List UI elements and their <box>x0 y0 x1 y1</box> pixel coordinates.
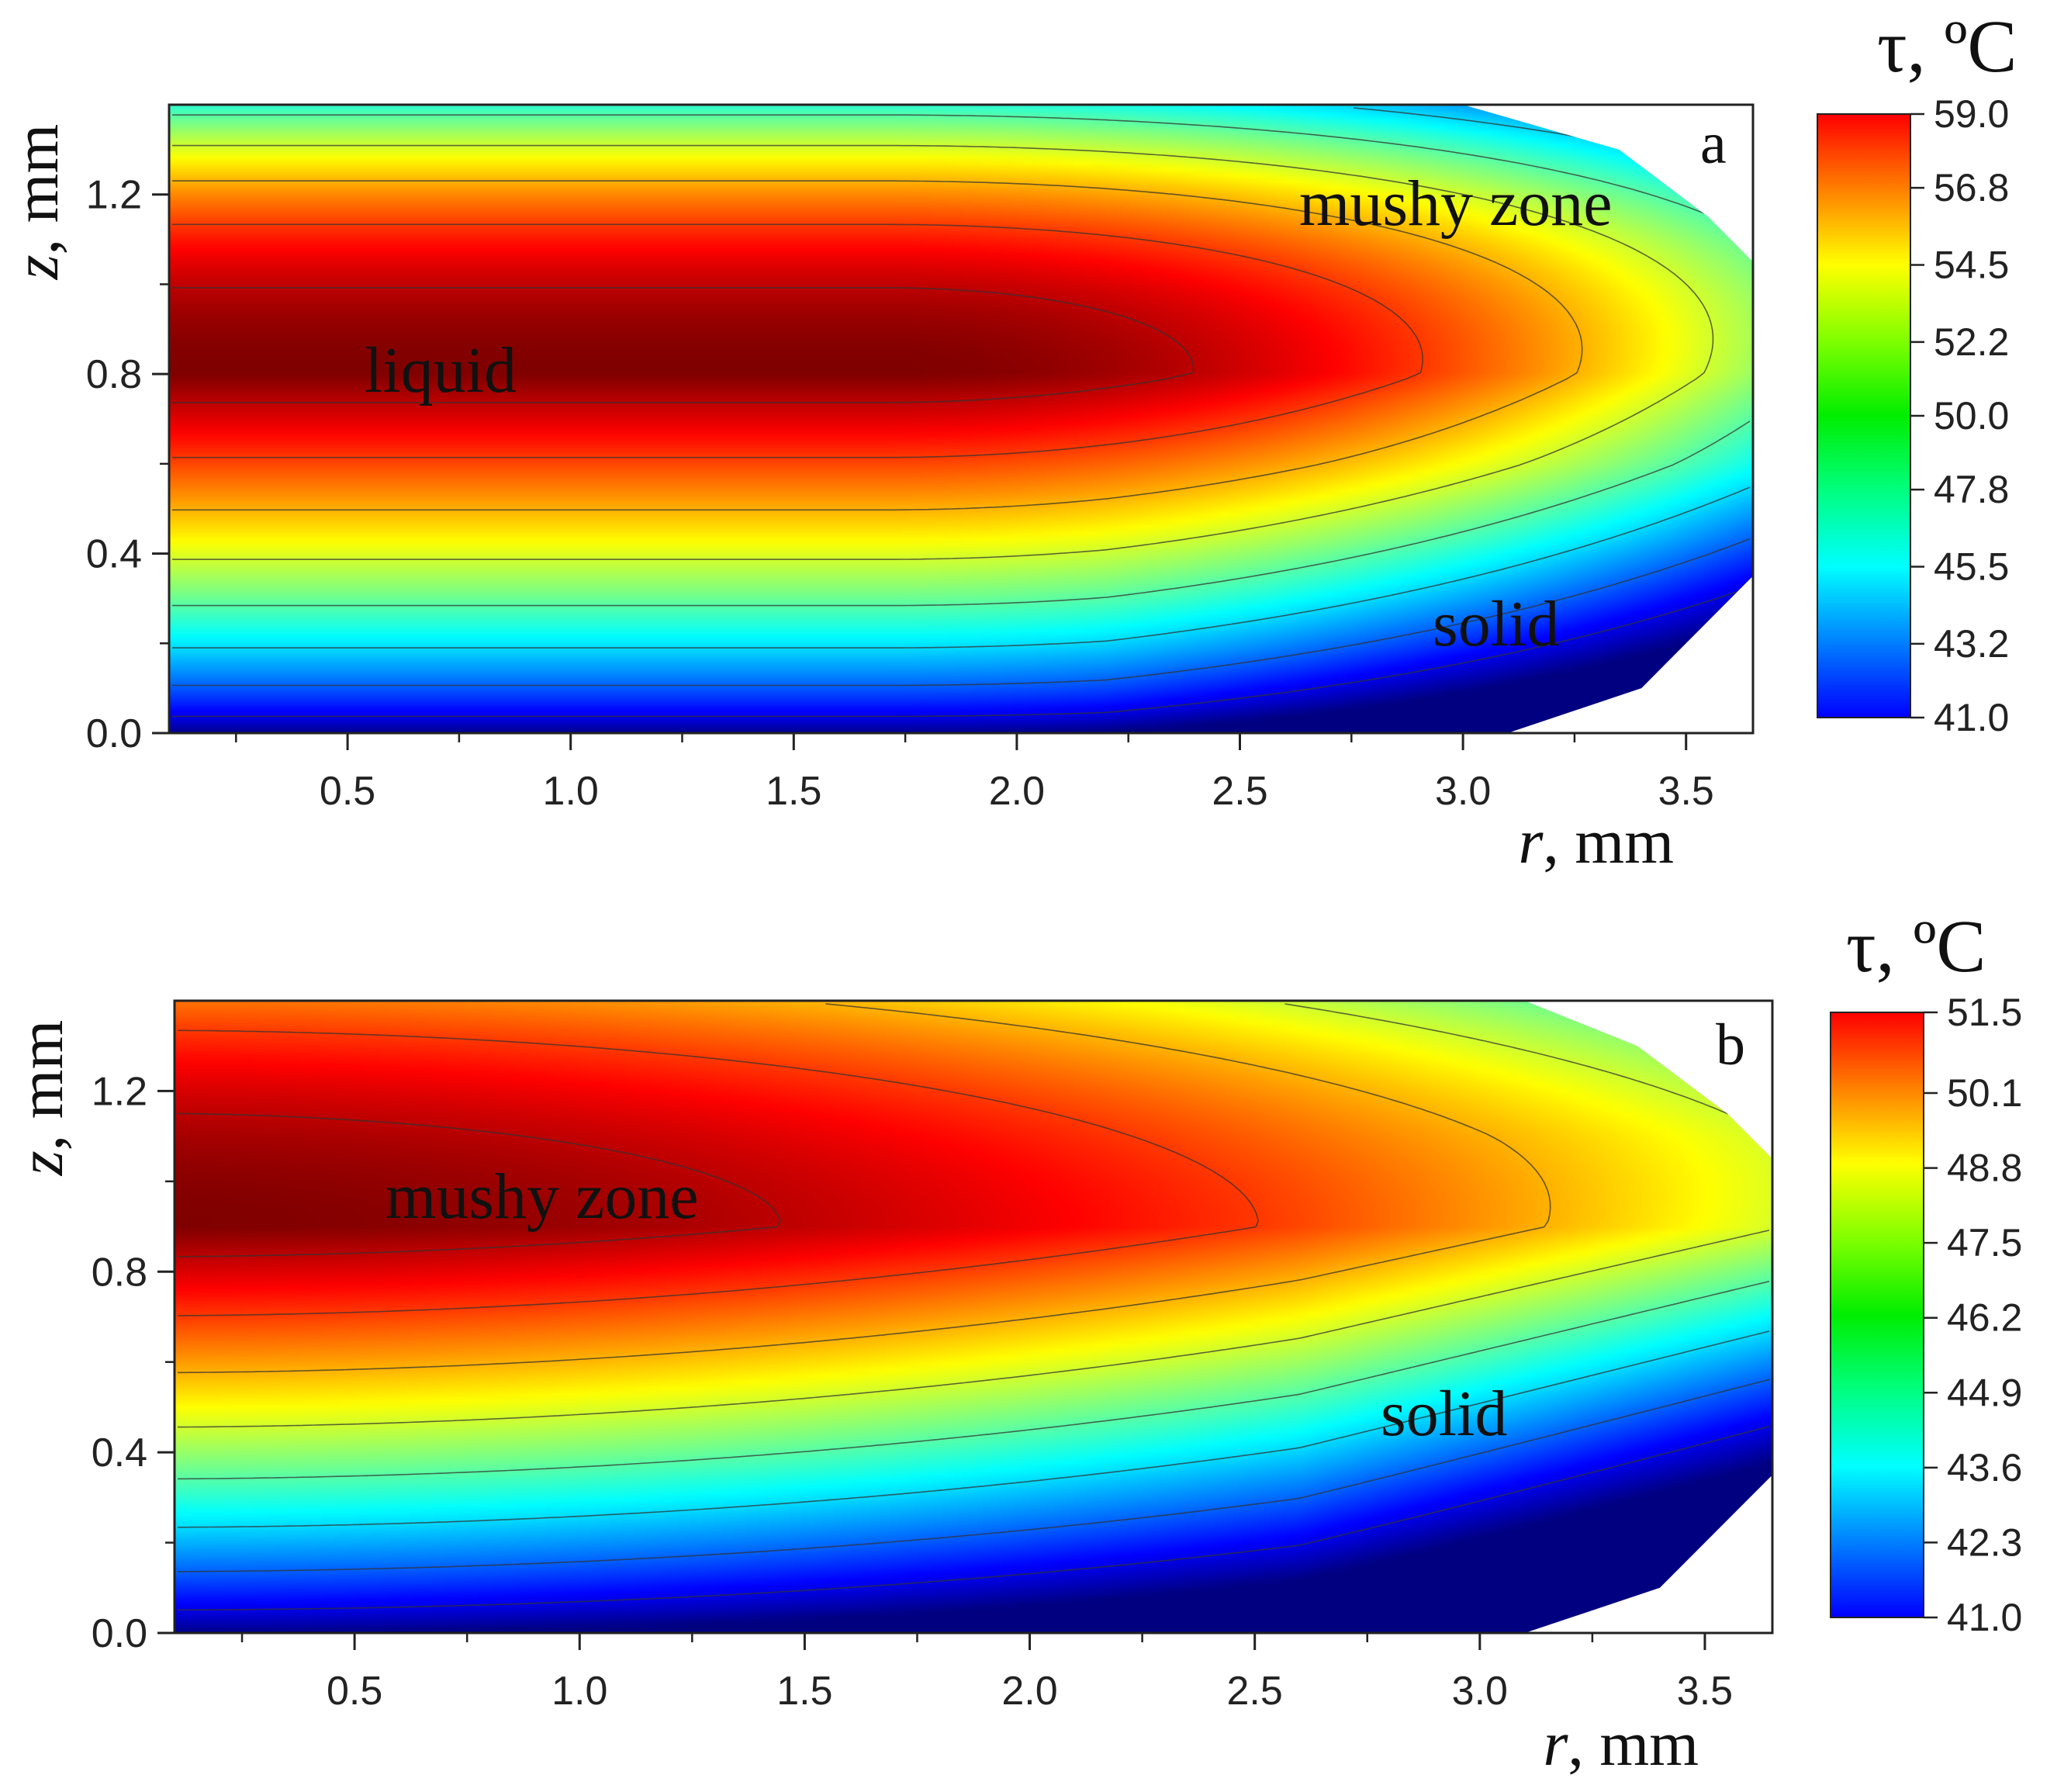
panel-a-annotation-mushy-zone: mushy zone <box>1299 168 1613 240</box>
panel-b-contour-lines <box>177 1003 1770 1611</box>
panel-b-annotation-solid: solid <box>1381 1378 1507 1450</box>
panel-a-colorbar-gradient <box>1817 113 1911 718</box>
x-tick-label: 1.0 <box>543 769 599 814</box>
x-tick-label: 1.5 <box>766 769 821 814</box>
contour-line <box>172 144 1714 560</box>
panel-b: 0.5 1.0 1.5 2.0 2.5 3.0 3.5 0.0 0.4 0.8 1.2 b mush… <box>5 905 2022 1779</box>
panel-a-colorbar: 59.0 56.8 54.5 52.2 50.0 47.8 45.5 43.2 41.0 τ, … <box>1817 5 2017 739</box>
colorbar-tick-label: 43.2 <box>1934 622 2009 666</box>
colorbar-tick-label: 46.2 <box>1947 1296 2022 1340</box>
colorbar-tick-label: 59.0 <box>1934 92 2009 136</box>
panel-b-annotation-mushy-zone: mushy zone <box>386 1161 699 1233</box>
colorbar-tick-label: 42.3 <box>1947 1520 2022 1564</box>
panel-a-colorbar-title: τ, ºC <box>1877 5 2017 88</box>
colorbar-tick-label: 44.9 <box>1947 1371 2022 1414</box>
colorbar-tick-label: 54.5 <box>1934 244 2009 287</box>
x-tick-label: 0.5 <box>320 769 375 814</box>
x-tick-label: 2.0 <box>989 769 1045 814</box>
panel-a-colorbar-ticks: 59.0 56.8 54.5 52.2 50.0 47.8 45.5 43.2 41.0 <box>1910 92 2009 739</box>
panel-a-x-axis-title: r, mm <box>1519 806 1675 877</box>
panel-a-frame <box>168 103 1755 735</box>
y-tick-label: 1.2 <box>86 173 142 218</box>
panel-b-colorbar: 51.5 50.1 48.8 47.5 46.2 44.9 43.6 42.3 41.0 τ, … <box>1830 905 2022 1639</box>
x-tick-label: 1.0 <box>551 1669 607 1714</box>
y-tick-label: 1.2 <box>92 1069 147 1114</box>
colorbar-tick-label: 50.1 <box>1947 1071 2022 1115</box>
panel-b-frame <box>173 999 1774 1635</box>
panel-b-letter: b <box>1716 1012 1745 1078</box>
y-tick-label: 0.4 <box>86 532 142 577</box>
y-tick-label: 0.8 <box>92 1250 147 1295</box>
colorbar-tick-label: 41.0 <box>1947 1596 2022 1639</box>
contour-line <box>172 107 1751 649</box>
contour-line <box>172 223 1423 458</box>
y-tick-label: 0.0 <box>86 711 142 756</box>
panel-a-temperature-field <box>169 105 1753 733</box>
x-tick-label: 3.0 <box>1452 1669 1508 1714</box>
contour-line <box>178 1003 1770 1428</box>
y-tick-label: 0.0 <box>92 1611 147 1656</box>
contour-line <box>178 1330 1770 1528</box>
panel-a: 0.5 1.0 1.5 2.0 2.5 3.0 3.5 0.0 0.4 0.8 1.2 a liqu… <box>1 5 2017 877</box>
x-tick-label: 2.5 <box>1227 1669 1283 1714</box>
colorbar-tick-label: 45.5 <box>1934 545 2009 589</box>
panel-b-ticks: 0.5 1.0 1.5 2.0 2.5 3.0 3.5 0.0 0.4 0.8 1.2 <box>92 1069 1733 1714</box>
panel-a-ticks: 0.5 1.0 1.5 2.0 2.5 3.0 3.5 0.0 0.4 0.8 1.2 <box>86 173 1714 814</box>
panel-b-y-axis-title: z, mm <box>5 1020 76 1177</box>
colorbar-tick-label: 48.8 <box>1947 1147 2022 1190</box>
colorbar-tick-label: 41.0 <box>1934 696 2009 739</box>
panel-b-field <box>175 1001 1772 1633</box>
panel-a-y-axis-title: z, mm <box>1 124 71 281</box>
x-tick-label: 3.5 <box>1677 1669 1733 1714</box>
x-tick-label: 2.0 <box>1001 1669 1057 1714</box>
colorbar-tick-label: 43.6 <box>1947 1446 2022 1489</box>
panel-a-contour-lines <box>172 107 1751 718</box>
x-tick-label: 3.0 <box>1435 769 1491 814</box>
panel-b-temperature-field <box>175 1001 1772 1633</box>
panel-b-x-axis-title: r, mm <box>1544 1708 1699 1779</box>
contour-line <box>177 1426 1770 1611</box>
panel-b-colorbar-title: τ, ºC <box>1846 905 1986 988</box>
contour-line <box>177 1029 1259 1316</box>
contour-line <box>177 1112 782 1258</box>
x-tick-label: 1.5 <box>776 1669 832 1714</box>
y-tick-label: 0.4 <box>92 1430 147 1475</box>
panel-a-letter: a <box>1700 111 1727 176</box>
x-tick-label: 2.5 <box>1212 769 1267 814</box>
contour-line <box>172 114 1751 607</box>
panel-a-annotation-liquid: liquid <box>365 334 517 406</box>
contour-line <box>172 287 1195 403</box>
contour-line <box>178 1379 1770 1572</box>
x-tick-label: 0.5 <box>327 1669 382 1714</box>
panel-a-field <box>169 105 1753 733</box>
colorbar-tick-label: 47.8 <box>1934 468 2009 511</box>
x-tick-label: 3.5 <box>1658 769 1714 814</box>
panel-b-colorbar-ticks: 51.5 50.1 48.8 47.5 46.2 44.9 43.6 42.3 41.0 <box>1924 991 2022 1639</box>
colorbar-tick-label: 56.8 <box>1934 166 2009 209</box>
panel-a-annotation-solid: solid <box>1433 588 1559 660</box>
colorbar-tick-label: 50.0 <box>1934 394 2009 438</box>
contour-line <box>178 1003 1551 1374</box>
colorbar-tick-label: 52.2 <box>1934 320 2009 364</box>
colorbar-tick-label: 47.5 <box>1947 1221 2022 1264</box>
contour-line <box>172 180 1583 511</box>
colorbar-tick-label: 51.5 <box>1947 991 2022 1034</box>
panel-b-colorbar-gradient <box>1830 1012 1924 1618</box>
y-tick-label: 0.8 <box>86 352 142 397</box>
